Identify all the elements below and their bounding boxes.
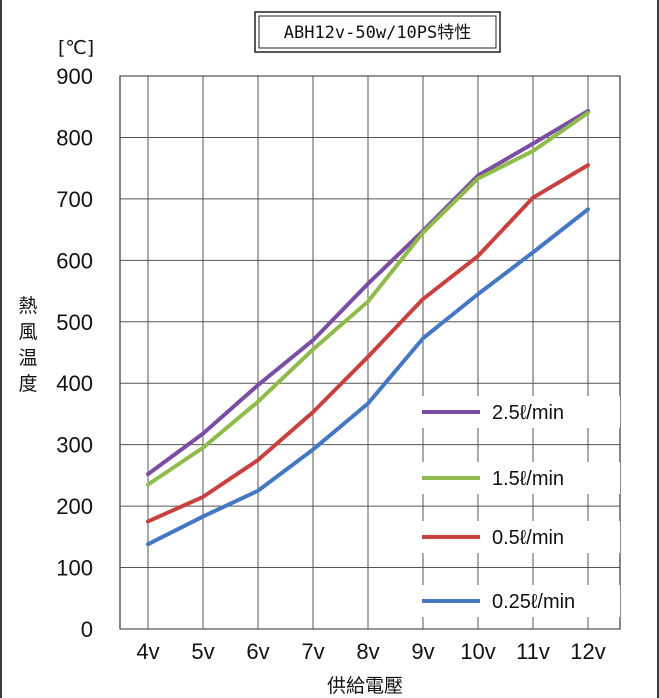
y-tick-label: 100 <box>56 556 93 581</box>
y-tick-label: 0 <box>81 617 93 642</box>
x-tick-label: 5v <box>191 639 214 664</box>
x-tick-label: 10v <box>460 639 495 664</box>
series-line <box>146 207 590 547</box>
y-tick-label: 700 <box>56 187 93 212</box>
legend-label: 1.5ℓ/min <box>492 468 564 490</box>
y-axis-label-char: 熱 <box>18 295 37 317</box>
x-axis-label: 供給電壓 <box>327 675 403 697</box>
y-unit-label: [℃] <box>58 37 94 59</box>
y-tick-label: 300 <box>56 433 93 458</box>
y-axis-label-char: 度 <box>18 373 37 395</box>
x-tick-label: 11v <box>516 639 550 664</box>
y-tick-label: 600 <box>56 248 93 273</box>
y-tick-label: 900 <box>56 64 93 89</box>
chart-title: ABH12v-50w/10PS特性 <box>284 23 472 43</box>
y-tick-label: 800 <box>56 125 93 150</box>
x-tick-label: 9v <box>411 639 434 664</box>
x-tick-label: 12v <box>570 639 605 664</box>
x-tick-labels: 4v 5v 6v 7v 8v 9v 10v 11v 12v <box>136 639 605 664</box>
series-lines <box>146 109 590 547</box>
y-tick-labels: 0 100 200 300 400 500 600 700 800 900 <box>56 64 93 642</box>
series-line <box>146 163 590 524</box>
legend: 2.5ℓ/min 1.5ℓ/min 0.5ℓ/min 0.25ℓ/min <box>408 396 620 617</box>
legend-label: 0.25ℓ/min <box>492 591 575 613</box>
x-tick-label: 6v <box>246 639 269 664</box>
y-axis-label-char: 温 <box>18 347 37 369</box>
y-tick-label: 500 <box>56 310 93 335</box>
y-tick-label: 200 <box>56 494 93 519</box>
series-line <box>146 109 590 477</box>
x-tick-label: 8v <box>356 639 379 664</box>
y-axis-label: 熱風温度 <box>18 295 37 395</box>
x-tick-label: 7v <box>301 639 324 664</box>
legend-label: 2.5ℓ/min <box>492 402 564 424</box>
series-line <box>146 110 590 487</box>
y-axis-label-char: 風 <box>18 321 37 343</box>
y-tick-label: 400 <box>56 371 93 396</box>
legend-label: 0.5ℓ/min <box>492 527 564 549</box>
chart-title-box <box>254 11 501 53</box>
chart-title-box-inner <box>258 15 497 49</box>
x-tick-label: 4v <box>136 639 159 664</box>
